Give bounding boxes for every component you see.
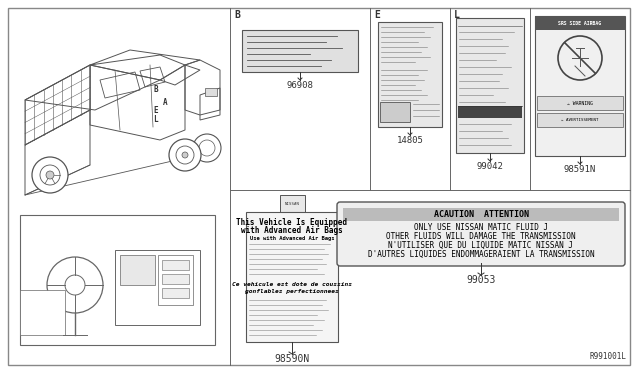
Text: 98590N: 98590N bbox=[275, 354, 310, 364]
Text: E: E bbox=[374, 10, 380, 20]
Text: OTHER FLUIDS WILL DAMAGE THE TRANSMISSION: OTHER FLUIDS WILL DAMAGE THE TRANSMISSIO… bbox=[386, 231, 576, 241]
Text: ⚠ AVERTISSEMENT: ⚠ AVERTISSEMENT bbox=[561, 118, 599, 122]
Text: A: A bbox=[163, 98, 168, 107]
Text: Ce vehicule est dote de coussins: Ce vehicule est dote de coussins bbox=[232, 282, 352, 286]
Bar bbox=[458, 106, 522, 118]
Circle shape bbox=[32, 157, 68, 193]
Bar bbox=[456, 18, 524, 153]
Bar bbox=[120, 255, 155, 285]
Bar bbox=[378, 22, 442, 127]
Bar bbox=[246, 212, 338, 342]
Text: B: B bbox=[234, 10, 240, 20]
Bar bbox=[537, 113, 623, 127]
Text: L: L bbox=[153, 115, 157, 124]
Text: R991001L: R991001L bbox=[589, 352, 626, 361]
Bar bbox=[158, 255, 193, 305]
Circle shape bbox=[182, 152, 188, 158]
Text: gonflables perfectionnees: gonflables perfectionnees bbox=[245, 289, 339, 295]
Bar bbox=[535, 16, 625, 30]
Bar bbox=[162, 260, 189, 270]
Text: 99053: 99053 bbox=[467, 275, 496, 285]
Text: B: B bbox=[153, 85, 157, 94]
Circle shape bbox=[169, 139, 201, 171]
Circle shape bbox=[46, 171, 54, 179]
Text: N'UTILISER QUE DU LIQUIDE MATIC NISSAN J: N'UTILISER QUE DU LIQUIDE MATIC NISSAN J bbox=[388, 241, 573, 250]
Text: SRS SIDE AIRBAG: SRS SIDE AIRBAG bbox=[559, 20, 602, 26]
Text: ACAUTION  ATTENTION: ACAUTION ATTENTION bbox=[433, 210, 529, 219]
Bar bbox=[115, 250, 200, 325]
Bar bbox=[280, 195, 305, 213]
Text: 14805: 14805 bbox=[397, 136, 424, 145]
Bar bbox=[242, 30, 358, 72]
Bar bbox=[162, 288, 189, 298]
Text: E: E bbox=[153, 106, 157, 115]
Text: ⚠ WARNING: ⚠ WARNING bbox=[567, 100, 593, 106]
Bar bbox=[205, 88, 217, 96]
FancyBboxPatch shape bbox=[337, 202, 625, 266]
Text: D'AUTRES LIQUIDES ENDOMMAGERAIENT LA TRANSMISSION: D'AUTRES LIQUIDES ENDOMMAGERAIENT LA TRA… bbox=[368, 250, 595, 259]
Text: ONLY USE NISSAN MATIC FLUID J: ONLY USE NISSAN MATIC FLUID J bbox=[414, 222, 548, 231]
Bar bbox=[535, 16, 625, 156]
Text: with Advanced Air Bags: with Advanced Air Bags bbox=[241, 225, 343, 234]
Text: 99042: 99042 bbox=[477, 162, 504, 171]
Circle shape bbox=[193, 134, 221, 162]
Bar bbox=[537, 96, 623, 110]
Text: 98591N: 98591N bbox=[564, 165, 596, 174]
Bar bbox=[20, 290, 65, 335]
Text: Use with Advanced Air Bags: Use with Advanced Air Bags bbox=[250, 235, 334, 241]
Text: This Vehicle Is Equipped: This Vehicle Is Equipped bbox=[237, 218, 348, 227]
Bar bbox=[343, 208, 619, 221]
Text: 96908: 96908 bbox=[287, 81, 314, 90]
Text: L: L bbox=[454, 10, 460, 20]
Bar bbox=[162, 274, 189, 284]
Text: NISSAN: NISSAN bbox=[285, 202, 300, 206]
Bar bbox=[380, 102, 410, 122]
